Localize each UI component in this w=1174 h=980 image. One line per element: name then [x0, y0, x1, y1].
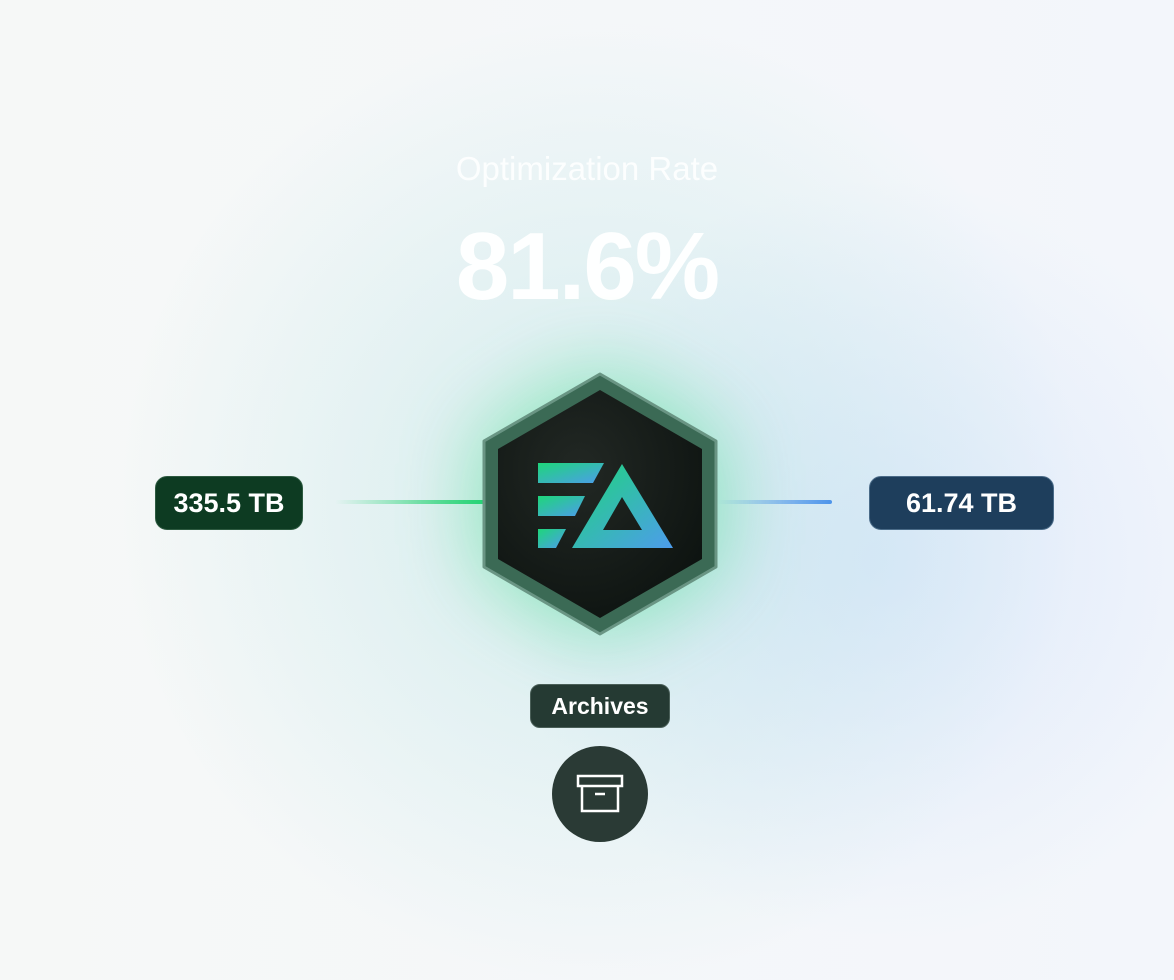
archive-box-icon	[576, 774, 624, 813]
hub-logo-icon	[482, 372, 718, 636]
metric-title: Optimization Rate	[455, 150, 719, 187]
source-connector	[335, 500, 485, 504]
source-size-badge: 335.5 TB	[155, 476, 303, 530]
metric-value: 81.6%	[455, 213, 720, 320]
result-connector	[716, 500, 832, 504]
destination-label: Archives	[530, 684, 670, 728]
archive-button[interactable]	[552, 746, 648, 842]
result-size-badge: 61.74 TB	[869, 476, 1054, 530]
